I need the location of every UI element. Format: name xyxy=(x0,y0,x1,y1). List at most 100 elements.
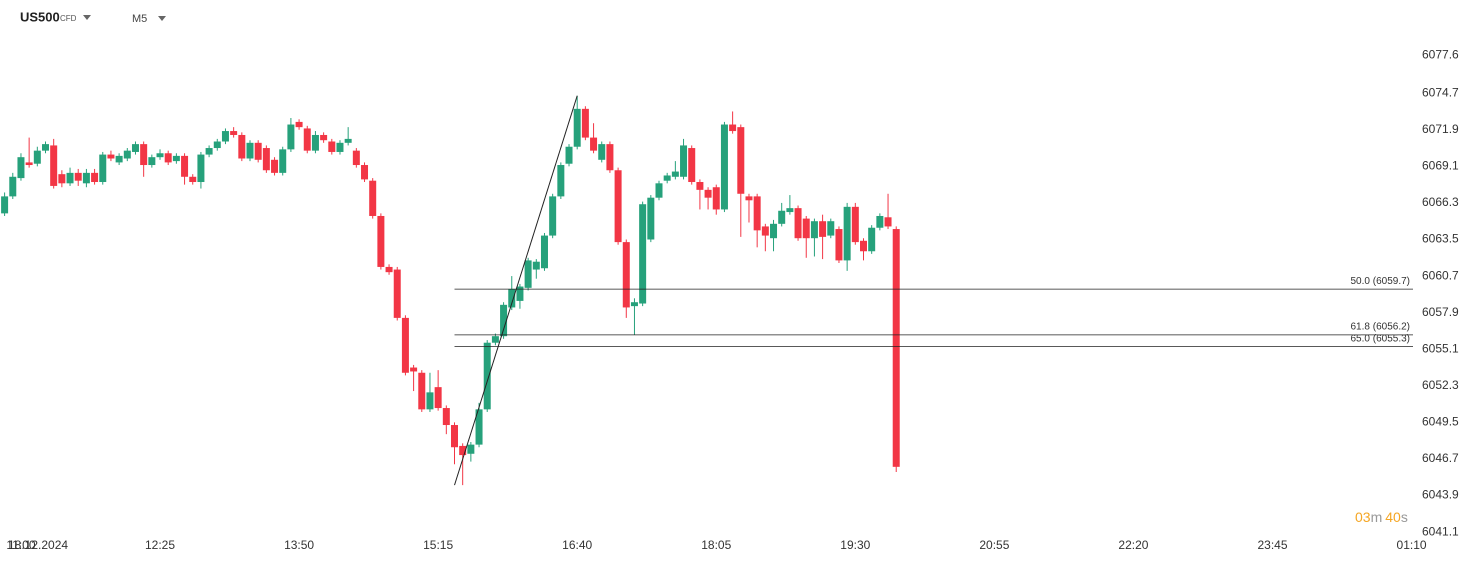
candle-body xyxy=(91,172,99,183)
candle-body xyxy=(581,108,589,138)
fib-level-label: 61.8 (6056.2) xyxy=(1351,322,1411,333)
candle-body xyxy=(66,172,74,184)
y-tick-label: 6049.5 xyxy=(1422,415,1459,429)
candle-body xyxy=(647,197,655,240)
candle-body xyxy=(761,226,769,236)
x-tick-label: 11:00 xyxy=(6,538,35,552)
candle-body xyxy=(123,150,131,159)
countdown-unit: s xyxy=(1401,509,1408,525)
candle-body xyxy=(712,187,720,210)
countdown: 03m 40s xyxy=(1355,509,1408,525)
x-tick-label: 16:40 xyxy=(562,538,592,552)
candle-body xyxy=(630,302,638,307)
y-tick-label: 6043.9 xyxy=(1422,488,1459,502)
countdown-unit: m xyxy=(1371,509,1383,525)
candle-body xyxy=(532,261,540,270)
candle-body xyxy=(720,124,728,210)
candle-body xyxy=(230,131,238,135)
candle-body xyxy=(238,134,246,159)
candle-body xyxy=(156,153,164,158)
candle-body xyxy=(655,183,663,198)
candle-body xyxy=(802,218,810,239)
candle-body xyxy=(369,180,377,216)
candle-body xyxy=(58,174,66,184)
candle-body xyxy=(598,144,606,160)
candle-body xyxy=(508,289,516,308)
candle-body xyxy=(140,144,148,166)
candle-body xyxy=(860,240,867,252)
countdown-minutes: 03 xyxy=(1355,509,1371,525)
candle-body xyxy=(786,208,794,213)
candle-body xyxy=(491,336,499,343)
timeframe-dropdown[interactable] xyxy=(158,16,166,21)
candle-body xyxy=(671,171,679,177)
symbol[interactable]: US500 xyxy=(20,9,60,24)
candle-body xyxy=(352,150,360,166)
candle-body xyxy=(82,172,90,184)
candle-body xyxy=(344,138,352,143)
candle-body xyxy=(205,148,213,155)
candle-body xyxy=(892,229,900,467)
candle-body xyxy=(729,124,737,132)
x-tick-label: 23:45 xyxy=(1257,538,1287,552)
y-tick-label: 6074.7 xyxy=(1422,85,1459,99)
candle-body xyxy=(819,221,827,237)
candle-body xyxy=(377,215,385,267)
y-tick-label: 6057.9 xyxy=(1422,305,1459,319)
candle-body xyxy=(557,165,565,197)
y-tick-label: 6066.3 xyxy=(1422,195,1459,209)
candle-body xyxy=(704,189,712,198)
candle-body xyxy=(328,141,336,152)
candle-body xyxy=(451,425,458,448)
candle-body xyxy=(745,196,753,201)
candle-body xyxy=(500,304,508,337)
trendline xyxy=(454,95,578,486)
candle-body xyxy=(131,144,139,152)
candle-body xyxy=(614,170,622,243)
candle-body xyxy=(434,387,442,409)
candle-body xyxy=(663,175,671,181)
candle-body xyxy=(442,408,450,426)
y-tick-label: 6046.7 xyxy=(1422,451,1459,465)
candle-body xyxy=(393,269,401,318)
candle-body xyxy=(770,223,778,239)
candle-body xyxy=(778,210,786,224)
candle-body xyxy=(810,221,818,239)
candle-body xyxy=(590,137,598,151)
candle-body xyxy=(884,217,892,227)
candle-body xyxy=(827,221,835,236)
y-tick-label: 6063.5 xyxy=(1422,232,1459,246)
candle-body xyxy=(737,127,745,194)
candle-body xyxy=(851,206,859,243)
candle-body xyxy=(50,145,58,186)
timeframe[interactable]: M5 xyxy=(132,13,147,25)
candle-body xyxy=(540,235,548,269)
y-tick-label: 6052.3 xyxy=(1422,378,1459,392)
candle-body xyxy=(197,154,205,183)
candle-body xyxy=(639,204,647,304)
candle-body xyxy=(876,215,884,228)
candle-body xyxy=(622,242,630,308)
candle-body xyxy=(418,372,426,410)
y-tick-label: 6071.9 xyxy=(1422,122,1459,136)
candle-body xyxy=(295,121,303,128)
candle-body xyxy=(524,260,532,288)
candle-body xyxy=(115,155,123,163)
candle-body xyxy=(516,286,524,301)
candle-body xyxy=(181,155,189,177)
x-tick-label: 15:15 xyxy=(423,538,453,552)
countdown-seconds: 40 xyxy=(1385,509,1401,525)
candle-body xyxy=(467,444,475,454)
candle-body xyxy=(606,144,614,171)
candle-body xyxy=(868,227,876,252)
x-tick-label: 13:50 xyxy=(284,538,314,552)
candle-body xyxy=(164,153,172,163)
candle-body xyxy=(320,134,328,141)
candle-body xyxy=(361,165,369,180)
candle-body xyxy=(74,172,82,181)
symbol-dropdown[interactable] xyxy=(83,15,91,20)
candle-body xyxy=(794,208,802,239)
candle-body xyxy=(483,342,491,410)
candle-body xyxy=(303,128,311,151)
y-tick-label: 6077.6 xyxy=(1422,47,1459,61)
